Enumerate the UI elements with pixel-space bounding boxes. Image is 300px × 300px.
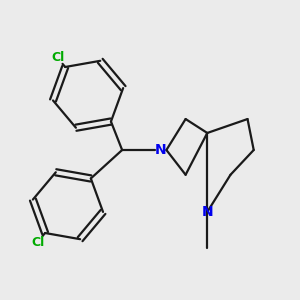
Text: Cl: Cl xyxy=(31,236,44,248)
Text: Cl: Cl xyxy=(51,52,64,64)
Text: N: N xyxy=(202,205,213,219)
Text: N: N xyxy=(155,143,166,157)
